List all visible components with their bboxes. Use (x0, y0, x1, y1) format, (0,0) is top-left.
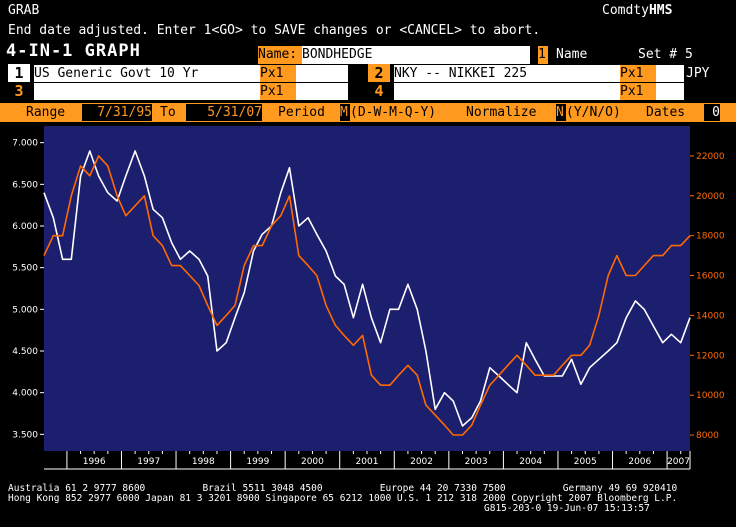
series-field-4[interactable]: Px1 (620, 83, 656, 100)
right-tick-label-1: 10000 (696, 391, 725, 401)
left-tick-label-1: 4.000 (12, 389, 38, 399)
x-tick-label-2: 1998 (192, 457, 215, 467)
left-tick-label-0: 3.500 (12, 430, 38, 440)
series-slot-3[interactable]: 3 (8, 82, 30, 100)
x-tick-label-11: 2007 (667, 457, 690, 467)
series-lines (43, 150, 691, 436)
x-tick-label-6: 2002 (410, 457, 433, 467)
right-tick-label-4: 16000 (696, 272, 725, 282)
series-ticker-3[interactable] (34, 83, 260, 100)
range-start-input[interactable]: 7/31/95 (82, 104, 152, 121)
series-line-2 (43, 155, 691, 436)
series-ticker-2[interactable]: NKY -- NIKKEI 225 (394, 65, 620, 82)
left-tick-label-7: 7.000 (12, 139, 38, 149)
left-tick-label-2: 4.500 (12, 347, 38, 357)
x-tick-label-4: 2000 (301, 457, 324, 467)
params-bar: Range 7/31/95 To 5/31/07 Period M (D-W-M… (0, 103, 736, 122)
x-tick-label-9: 2005 (574, 457, 597, 467)
x-tick-label-8: 2004 (519, 457, 542, 467)
series-field-3[interactable]: Px1 (260, 83, 296, 100)
right-axis: 8000 10000 12000 14000 16000 18000 20000 22000 (690, 152, 725, 441)
range-end-input[interactable]: 5/31/07 (186, 104, 262, 121)
dates-label: Dates (646, 105, 686, 120)
name-text: Name (556, 47, 588, 62)
left-tick-label-5: 6.000 (12, 222, 38, 232)
series-blank-3[interactable] (296, 83, 348, 100)
normalize-options: (Y/N/O) (566, 105, 621, 120)
x-tick-label-10: 2006 (628, 457, 651, 467)
x-tick-label-0: 1996 (83, 457, 106, 467)
series-currency-2: JPY (686, 66, 710, 81)
status-message: End date adjusted. Enter 1<GO> to SAVE c… (8, 23, 541, 38)
series-slot-1[interactable]: 1 (8, 64, 30, 82)
chart-container: 3.500 4.000 4.500 5.000 5.500 6.000 6.500 7.000… (8, 124, 728, 481)
name-label: Name: (258, 46, 302, 64)
comdty-hms-label: ComdtyHMS (602, 2, 672, 19)
left-tick-label-4: 5.500 (12, 264, 38, 274)
footer-contacts-2: Hong Kong 852 2977 6000 Japan 81 3 3201 … (8, 493, 678, 504)
set-label: Set # 5 (638, 47, 693, 62)
name-number[interactable]: 1 (538, 46, 548, 64)
x-tick-label-3: 1999 (246, 457, 269, 467)
line-chart: 3.500 4.000 4.500 5.000 5.500 6.000 6.500 7.000… (12, 126, 725, 470)
series-field-1[interactable]: Px1 (260, 65, 296, 82)
period-options: (D-W-M-Q-Y) (350, 105, 437, 120)
series-field-2[interactable]: Px1 (620, 65, 656, 82)
left-axis: 3.500 4.000 4.500 5.000 5.500 6.000 6.500 7.000 (12, 139, 44, 440)
to-label: To (160, 105, 176, 120)
series-line-1 (43, 150, 691, 427)
footer-contacts-1: Australia 61 2 9777 8600 Brazil 5511 304… (8, 483, 678, 494)
series-ticker-1[interactable]: US Generic Govt 10 Yr (34, 65, 260, 82)
dates-input[interactable]: 0 (704, 104, 720, 121)
normalize-input[interactable]: N (556, 104, 566, 121)
hms-text: HMS (648, 3, 673, 18)
series-slot-2[interactable]: 2 (368, 64, 390, 82)
period-input[interactable]: M (340, 104, 350, 121)
normalize-label: Normalize (466, 105, 537, 120)
x-tick-label-1: 1997 (137, 457, 160, 467)
right-tick-label-0: 8000 (696, 431, 719, 441)
right-tick-label-5: 18000 (696, 232, 725, 242)
footer-timestamp: G815-203-0 19-Jun-07 15:13:57 (484, 503, 650, 514)
right-tick-label-2: 12000 (696, 351, 725, 361)
period-label: Period (278, 105, 325, 120)
series-blank-4[interactable] (656, 83, 684, 100)
right-tick-label-7: 22000 (696, 152, 725, 162)
grab-label: GRAB (8, 3, 40, 18)
right-tick-label-6: 20000 (696, 192, 725, 202)
comdty-text: Comdty (602, 3, 649, 18)
plot-area (44, 126, 690, 451)
right-tick-label-3: 14000 (696, 311, 725, 321)
page-title: 4-IN-1 GRAPH (6, 41, 141, 61)
series-blank-2[interactable] (656, 65, 684, 82)
name-input[interactable]: BONDHEDGE (302, 46, 530, 64)
left-tick-label-6: 6.500 (12, 180, 38, 190)
series-ticker-4[interactable] (394, 83, 620, 100)
x-tick-label-7: 2003 (465, 457, 488, 467)
x-tick-label-5: 2001 (356, 457, 379, 467)
series-slot-4[interactable]: 4 (368, 82, 390, 100)
x-axis: 1996 1997 1998 1999 2000 2001 2002 2003 2004 2005… (44, 451, 691, 470)
series-blank-1[interactable] (296, 65, 348, 82)
left-tick-label-3: 5.000 (12, 305, 38, 315)
range-label: Range (26, 105, 66, 120)
